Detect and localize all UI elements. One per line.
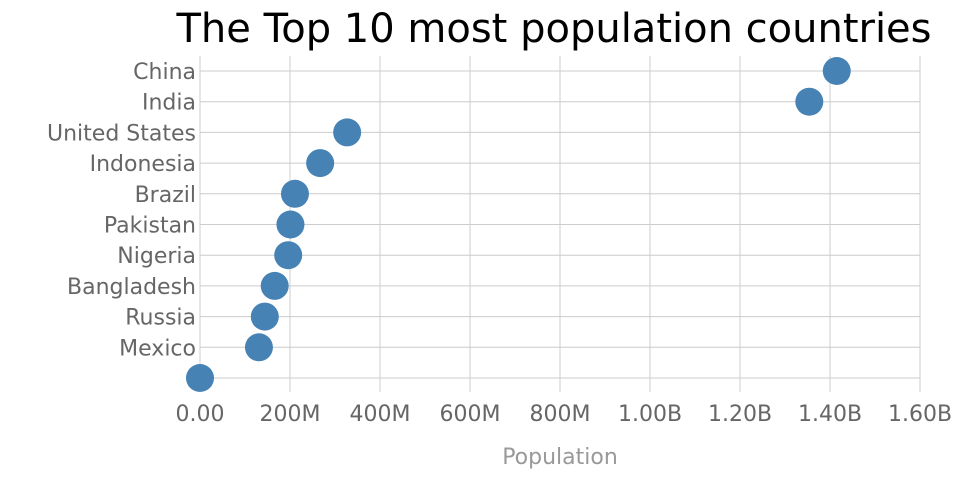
data-point — [306, 149, 335, 178]
y-tick-label: Russia — [125, 306, 196, 331]
horizontal-gridlines — [200, 70, 920, 379]
y-tick-label: China — [133, 60, 196, 85]
data-point — [186, 364, 214, 392]
x-axis-tick-labels: 0.00 200M 400M 600M 800M 1.00B 1.20B 1.40B 1.60B — [176, 402, 953, 427]
data-point — [260, 271, 289, 300]
x-tick-label: 0.00 — [176, 402, 225, 427]
x-axis-title: Population — [502, 445, 618, 470]
x-tick-label: 1.00B — [618, 402, 682, 427]
data-point — [280, 179, 309, 208]
y-axis-tick-labels: China India United States Indonesia Brazil Pa… — [47, 60, 196, 361]
data-point — [795, 87, 824, 116]
x-tick-label: 1.60B — [888, 402, 952, 427]
y-tick-label: India — [142, 91, 196, 116]
data-point — [276, 210, 305, 239]
y-tick-label: Pakistan — [104, 214, 196, 239]
x-tick-label: 400M — [350, 402, 411, 427]
chart-title: The Top 10 most population countries — [175, 6, 931, 52]
y-tick-label: Mexico — [119, 336, 196, 361]
data-point — [250, 302, 279, 331]
data-point — [274, 241, 303, 270]
x-tick-label: 600M — [440, 402, 501, 427]
y-tick-label: Brazil — [135, 183, 196, 208]
x-tick-label: 800M — [530, 402, 591, 427]
data-point — [333, 118, 362, 147]
data-points — [186, 57, 851, 392]
y-tick-label: Bangladesh — [67, 275, 196, 300]
y-tick-label: United States — [47, 121, 196, 146]
data-point — [822, 57, 851, 85]
x-tick-label: 200M — [260, 402, 321, 427]
y-tick-label: Indonesia — [90, 152, 196, 177]
x-tick-label: 1.40B — [798, 402, 862, 427]
x-tick-label: 1.20B — [708, 402, 772, 427]
data-point — [244, 333, 273, 362]
y-tick-label: Nigeria — [117, 244, 196, 269]
